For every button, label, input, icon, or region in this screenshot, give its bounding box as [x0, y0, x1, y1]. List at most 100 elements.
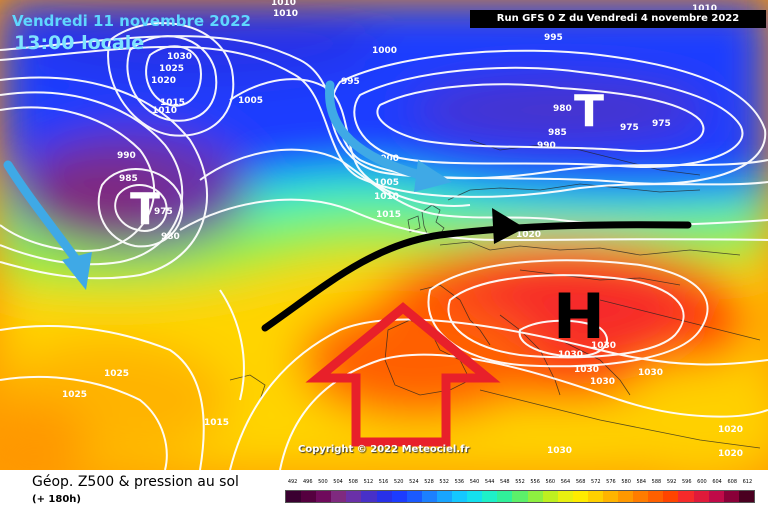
color-scale-tick-label: 504: [333, 479, 343, 485]
svg-text:1030: 1030: [638, 368, 663, 378]
svg-text:1025: 1025: [62, 390, 87, 400]
color-scale-tick-label: 564: [560, 479, 571, 485]
color-scale-swatch: [633, 491, 649, 502]
low-pressure-center-north: T: [574, 86, 604, 137]
svg-text:1010: 1010: [692, 4, 717, 14]
svg-text:1030: 1030: [167, 52, 192, 62]
svg-text:985: 985: [119, 174, 138, 184]
cold-air-flow-arrowhead-west: [62, 252, 92, 290]
low-pressure-center-west: T: [130, 184, 160, 235]
color-scale-swatch: [678, 491, 694, 502]
coastlines: [229, 139, 761, 449]
color-scale-tick-label: 612: [742, 479, 753, 485]
color-scale-ticks: 492 496 500 504 508 512 516 520 524 528 532 536 540 5…: [285, 479, 755, 491]
color-scale-tick-label: 596: [681, 479, 692, 485]
map-title: Géop. Z500 & pression au sol: [32, 474, 239, 490]
color-scale-tick-label: 608: [727, 479, 738, 485]
color-scale-tick-label: 540: [469, 479, 480, 485]
color-scale-tick-label: 592: [666, 479, 677, 485]
svg-text:1010: 1010: [273, 9, 298, 19]
color-scale-tick-label: 528: [424, 479, 434, 485]
color-scale-tick-label: 560: [545, 479, 556, 485]
color-scale-tick-label: 580: [621, 479, 631, 485]
color-scale-swatch: [602, 491, 619, 502]
model-run-label: Run GFS 0 Z du Vendredi 4 novembre 2022: [470, 10, 766, 28]
color-scale-tick-label: 576: [606, 479, 616, 485]
copyright-text: Copyright © 2022 Meteociel.fr: [298, 444, 470, 455]
isobar-value-labels: 1010 1010 1030 1025 1020 1015 1010 1005 …: [62, 0, 743, 459]
color-scale-swatch: [663, 491, 679, 502]
color-scale-swatch: [316, 491, 332, 502]
color-scale-tick-label: 556: [530, 479, 540, 485]
color-scale-swatch: [301, 491, 317, 502]
color-scale-tick-label: 516: [378, 479, 389, 485]
color-scale-swatch: [421, 491, 437, 502]
color-scale-bar: [285, 490, 755, 503]
color-scale-tick-label: 532: [439, 479, 449, 485]
color-scale-tick-label: 520: [393, 479, 404, 485]
color-scale-swatch: [738, 491, 754, 502]
color-scale-tick-label: 568: [575, 479, 586, 485]
color-scale-tick-label: 496: [302, 479, 313, 485]
forecast-lead-time: (+ 180h): [32, 494, 81, 505]
svg-text:1025: 1025: [104, 369, 129, 379]
svg-text:985: 985: [548, 128, 567, 138]
color-scale-swatch: [557, 491, 573, 502]
svg-text:980: 980: [161, 232, 180, 242]
cold-air-flow-arrowhead-north: [414, 160, 452, 192]
svg-text:980: 980: [553, 104, 572, 114]
color-scale-swatch: [497, 491, 513, 502]
forecast-date: Vendredi 11 novembre 2022: [12, 12, 251, 30]
svg-text:1015: 1015: [376, 210, 401, 220]
forecast-time: 13:00 locale: [14, 32, 145, 54]
color-scale-swatch: [618, 491, 634, 502]
color-scale-swatch: [527, 491, 543, 502]
svg-text:1000: 1000: [372, 46, 397, 56]
color-scale-tick-label: 492: [287, 479, 298, 485]
svg-text:1020: 1020: [151, 76, 176, 86]
svg-text:975: 975: [652, 119, 671, 129]
color-scale-swatch: [572, 491, 588, 502]
cold-air-flow-arrow-west: [3, 160, 85, 270]
color-scale-tick-label: 524: [409, 479, 419, 485]
color-scale-swatch: [452, 491, 468, 502]
jet-stream-arrow: [261, 221, 692, 332]
color-scale-swatch: [467, 491, 483, 502]
svg-text:975: 975: [620, 123, 639, 133]
jet-stream-arrowhead: [492, 208, 525, 244]
flow-arrows: [3, 80, 692, 447]
color-scale-swatch: [542, 491, 558, 502]
svg-text:1030: 1030: [558, 350, 583, 360]
svg-text:1030: 1030: [591, 341, 616, 351]
color-scale-tick-label: 548: [500, 479, 510, 485]
color-scale-tick-label: 588: [651, 479, 662, 485]
isobars: [0, 22, 768, 470]
z500-color-field: [0, 0, 768, 470]
svg-text:1010: 1010: [152, 106, 177, 116]
color-scale-tick-label: 536: [454, 479, 465, 485]
color-scale-swatch: [587, 491, 603, 502]
cold-air-flow-arrow-north: [325, 80, 425, 180]
color-scale-swatch: [648, 491, 664, 502]
color-scale-swatch: [346, 491, 362, 502]
svg-text:1020: 1020: [718, 425, 743, 435]
warm-air-advection-arrow: [305, 302, 501, 447]
color-scale-tick-label: 512: [363, 479, 374, 485]
color-scale-swatch: [406, 491, 422, 502]
svg-text:990: 990: [117, 151, 136, 161]
svg-text:995: 995: [544, 33, 563, 43]
color-scale-swatch: [361, 491, 377, 502]
svg-text:1005: 1005: [374, 178, 399, 188]
svg-text:1030: 1030: [590, 377, 615, 387]
color-scale-swatch: [376, 491, 392, 502]
svg-text:1010: 1010: [374, 192, 399, 202]
color-scale-swatch: [286, 491, 302, 502]
svg-text:1015: 1015: [204, 418, 229, 428]
svg-text:1015: 1015: [160, 98, 185, 108]
svg-text:1020: 1020: [718, 449, 743, 459]
color-scale-swatch: [482, 491, 498, 502]
svg-text:1020: 1020: [516, 230, 541, 240]
color-scale-tick-label: 572: [591, 479, 601, 485]
color-scale-tick-label: 584: [636, 479, 647, 485]
